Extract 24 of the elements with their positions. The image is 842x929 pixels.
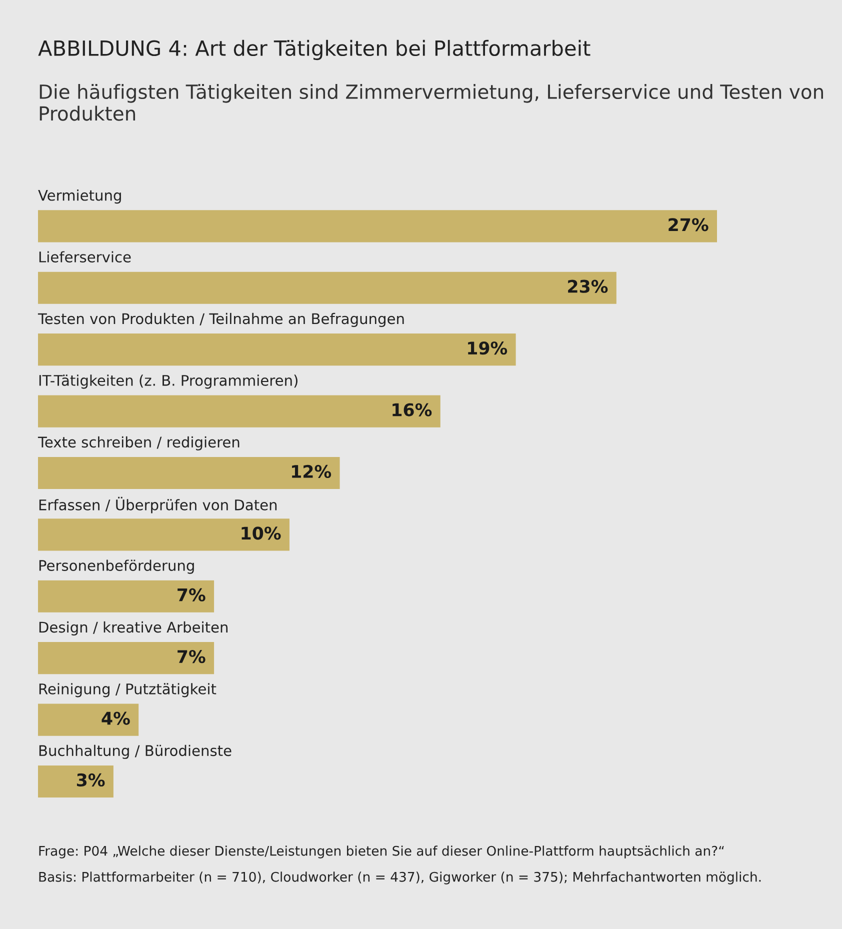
data-label: 7% (178, 650, 206, 664)
text: Basis: Plattformarbeiter (n = 710), Cloudworker (n = 437), Gigworker (n = 375); Mehrfachantworten möglich. (39, 872, 761, 884)
y-tick-label: Design / kreative Arbeiten (39, 621, 228, 636)
data-label: 23% (568, 280, 608, 293)
data-label: 12% (292, 464, 332, 478)
chart-title: ABBILDUNG 4: Art der Tätigkeiten bei Plattformarbeit (38, 40, 590, 60)
data-label: 3% (76, 773, 105, 787)
y-tick-label: Erfassen / Überprüfen von Daten (39, 496, 277, 514)
y-tick-label: Testen von Produkten / Teilnahme an Befragungen (38, 312, 404, 328)
y-tick-label: Texte schreiben / redigieren (38, 436, 240, 450)
y-tick-label: Vermietung (38, 190, 121, 204)
y-tick-label: Reinigung / Putztätigkeit (39, 683, 216, 698)
y-tick-label: Buchhaltung / Bürodienste (39, 744, 232, 759)
y-tick-label: Personenbeförderung (39, 560, 194, 574)
data-label: 4% (102, 712, 130, 725)
y-tick-label: IT-Tätigkeiten (z. B. Programmieren) (39, 374, 298, 389)
data-label: 7% (178, 588, 206, 602)
data-label: 16% (392, 403, 432, 416)
data-label: 19% (468, 341, 508, 355)
data-label: 10% (242, 526, 281, 540)
chart-subtitle: Die häufigsten Tätigkeiten sind Zimmervermietung, Lieferservice und Testen von Produkten (40, 84, 823, 121)
text: Frage: P04 „Welche dieser Dienste/Leistungen bieten Sie auf dieser Online-Plattform hauptsächlich an?“ (39, 846, 724, 858)
y-tick-label: Lieferservice (39, 251, 131, 263)
data-label: 27% (668, 218, 708, 232)
